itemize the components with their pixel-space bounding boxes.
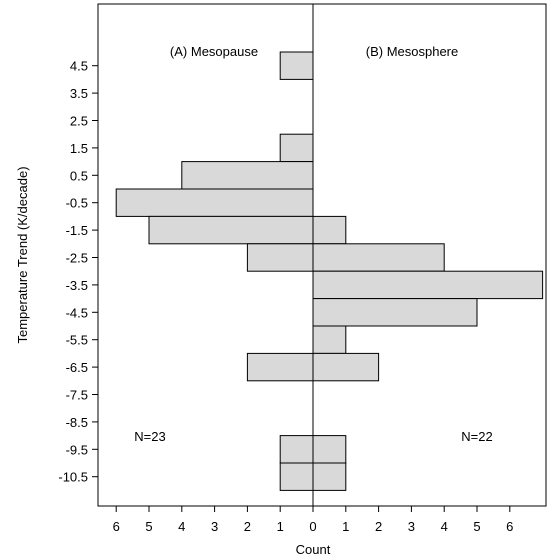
y-tick-label: -8.5 bbox=[66, 415, 88, 430]
y-tick-label: -3.5 bbox=[66, 278, 88, 293]
x-tick-label: 6 bbox=[506, 519, 513, 534]
x-tick-label: 4 bbox=[441, 519, 448, 534]
y-tick-label: -5.5 bbox=[66, 333, 88, 348]
x-tick-label: 3 bbox=[211, 519, 218, 534]
mesopause-bar bbox=[181, 161, 314, 190]
mesosphere-bar bbox=[312, 462, 347, 491]
x-tick-label: 5 bbox=[473, 519, 480, 534]
mesopause-bar bbox=[115, 188, 314, 217]
mesopause-bar bbox=[246, 243, 314, 272]
y-tick-label: 1.5 bbox=[70, 141, 88, 156]
x-tick-label: 2 bbox=[244, 519, 251, 534]
y-tick-label: -10.5 bbox=[58, 470, 88, 485]
y-tick-label: -0.5 bbox=[66, 196, 88, 211]
x-tick-label: 3 bbox=[408, 519, 415, 534]
y-tick-label: -1.5 bbox=[66, 223, 88, 238]
x-tick-label: 0 bbox=[309, 519, 316, 534]
y-tick-label: 4.5 bbox=[70, 59, 88, 74]
x-tick-label: 6 bbox=[113, 519, 120, 534]
mesosphere-bar bbox=[312, 215, 347, 245]
y-tick-label: 2.5 bbox=[70, 114, 88, 129]
x-axis-title: Count bbox=[296, 542, 331, 557]
y-tick-label: -4.5 bbox=[66, 305, 88, 320]
series-a-label: (A) Mesopause bbox=[170, 44, 258, 59]
mesopause-bar bbox=[279, 435, 314, 464]
mesopause-bar bbox=[279, 133, 314, 163]
bars-group bbox=[115, 51, 544, 491]
y-tick-label: 3.5 bbox=[70, 86, 88, 101]
x-tick-label: 5 bbox=[145, 519, 152, 534]
mesopause-bar bbox=[279, 51, 314, 80]
y-axis-ticks: 4.5 3.5 2.5 1.5 0.5 -0.5 -1.5 -2.5 -3.5 -4.5 -5.5 -… bbox=[58, 59, 98, 485]
series-b-n-label: N=22 bbox=[461, 429, 492, 444]
mesosphere-bar bbox=[312, 270, 544, 300]
plot-frame bbox=[97, 3, 547, 507]
x-tick-label: 2 bbox=[375, 519, 382, 534]
y-tick-label: -2.5 bbox=[66, 251, 88, 266]
y-tick-label: -9.5 bbox=[66, 442, 88, 457]
mesosphere-bar bbox=[312, 352, 380, 382]
mesopause-bar bbox=[148, 215, 314, 245]
x-tick-label: 4 bbox=[178, 519, 185, 534]
mesosphere-bar bbox=[312, 298, 478, 327]
series-b-label: (B) Mesosphere bbox=[366, 44, 458, 59]
x-tick-label: 1 bbox=[277, 519, 284, 534]
mesosphere-bar bbox=[312, 243, 445, 272]
mesosphere-bar bbox=[312, 435, 347, 464]
y-tick-label: -6.5 bbox=[66, 360, 88, 375]
x-tick-label: 1 bbox=[342, 519, 349, 534]
y-tick-label: -7.5 bbox=[66, 388, 88, 403]
mesosphere-bar bbox=[312, 325, 347, 354]
y-axis-title: Temperature Trend (K/decade) bbox=[15, 166, 30, 343]
mesopause-bar bbox=[246, 352, 314, 382]
y-tick-label: 0.5 bbox=[70, 168, 88, 183]
x-axis-ticks: 6 5 4 3 2 1 0 1 2 3 4 5 6 bbox=[113, 506, 513, 534]
series-a-n-label: N=23 bbox=[134, 429, 165, 444]
mesopause-bar bbox=[279, 462, 314, 491]
